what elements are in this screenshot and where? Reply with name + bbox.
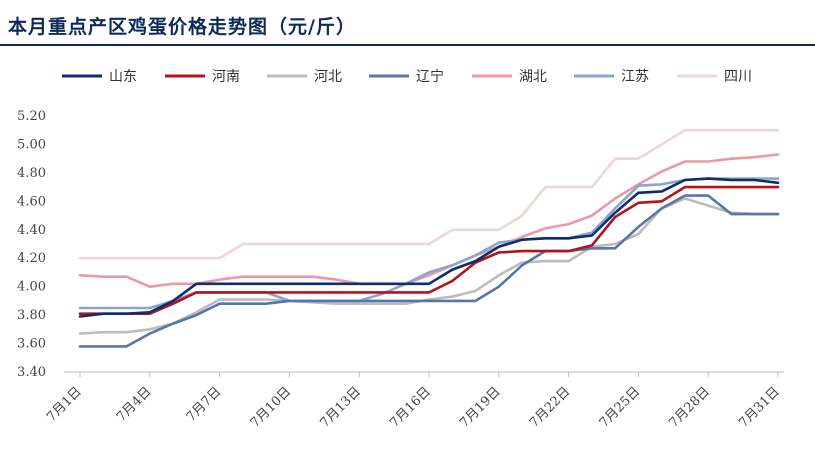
series-line (78, 153, 780, 289)
x-tick-label: 7月25日 (597, 384, 644, 431)
legend: 山东 河南 河北 辽宁 湖北 江苏 四川 (62, 68, 752, 85)
x-tick-label: 7月13日 (317, 384, 364, 431)
y-axis: 3.40 3.60 3.80 4.00 4.20 4.40 4.60 4.80 5.00 5.20 (17, 109, 46, 380)
y-tick-label: 4.60 (17, 194, 46, 209)
legend-label: 湖北 (519, 69, 547, 85)
series-line (78, 177, 780, 318)
legend-label: 江苏 (621, 69, 649, 85)
series-lines (78, 128, 780, 348)
legend-label: 河北 (314, 69, 342, 85)
x-tick-label: 7月31日 (736, 384, 783, 431)
series-line (78, 128, 780, 260)
x-axis: 7月1日 7月4日 7月7日 7月10日 7月13日 7月16日 7月19日 7月22日 7月2… (44, 371, 784, 431)
y-tick-label: 5.00 (17, 137, 46, 152)
chart-title: 本月重点产区鸡蛋价格走势图（元/斤） (8, 16, 356, 38)
y-tick-label: 3.80 (17, 308, 46, 323)
x-tick-label: 7月22日 (527, 384, 574, 431)
y-tick-label: 5.20 (17, 109, 46, 124)
series-line (78, 185, 780, 316)
y-tick-label: 4.00 (17, 280, 46, 295)
series-line (78, 197, 780, 335)
x-tick-label: 7月10日 (248, 384, 295, 431)
x-tick-label: 7月7日 (184, 384, 225, 425)
legend-label: 河南 (212, 69, 240, 85)
x-tick-label: 7月16日 (387, 384, 434, 431)
x-tick-label: 7月1日 (44, 384, 85, 425)
y-tick-label: 4.20 (17, 251, 46, 266)
y-tick-label: 4.80 (17, 166, 46, 181)
y-tick-label: 4.40 (17, 223, 46, 238)
legend-label: 山东 (109, 69, 137, 85)
x-tick-label: 7月19日 (457, 384, 504, 431)
y-tick-label: 3.40 (17, 365, 46, 380)
legend-label: 辽宁 (416, 68, 444, 85)
title-underline (0, 44, 815, 46)
series-line (78, 194, 780, 348)
y-tick-label: 3.60 (17, 337, 46, 352)
x-tick-label: 7月4日 (114, 384, 155, 425)
x-tick-label: 7月28日 (666, 384, 713, 431)
legend-label: 四川 (724, 69, 752, 85)
